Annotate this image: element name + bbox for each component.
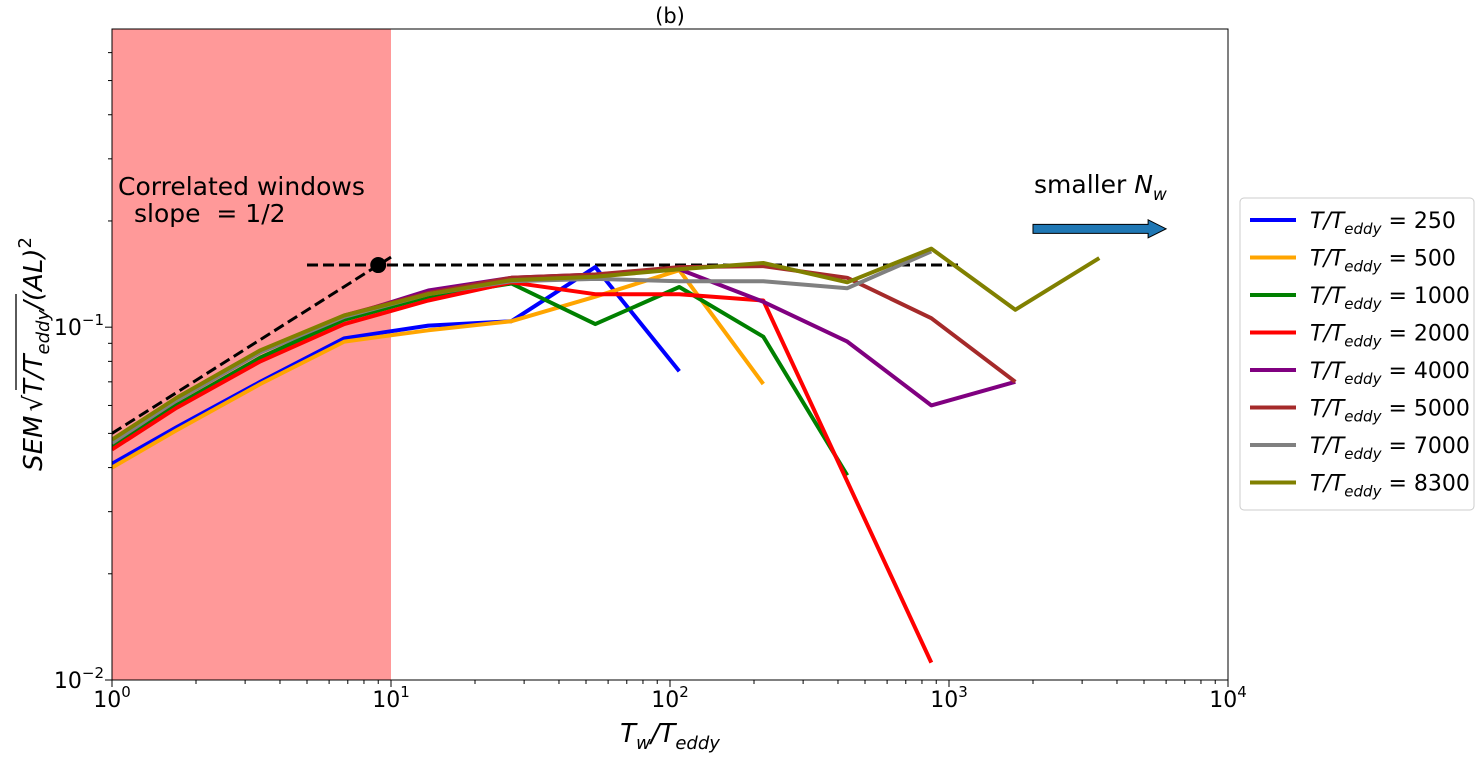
legend-label: T/Teddy = 7000 (1310, 434, 1470, 463)
x-tick-label: 100 (93, 683, 131, 713)
x-tick-label: 101 (372, 683, 410, 713)
legend-item: T/Teddy = 1000 (1250, 284, 1470, 313)
legend-item: T/Teddy = 2000 (1250, 322, 1470, 351)
legend: T/Teddy = 250 T/Teddy = 500 T/Teddy = 1000… (1239, 197, 1475, 511)
legend-item: T/Teddy = 4000 (1250, 359, 1470, 388)
axis-ticks (105, 52, 1229, 687)
legend-label: T/Teddy = 2000 (1310, 322, 1470, 351)
legend-items: T/Teddy = 250 T/Teddy = 500 T/Teddy = 1000… (1250, 209, 1470, 501)
y-tick-labels: 10−2 10−1 (54, 311, 104, 694)
smaller-nw-arrow (1032, 219, 1168, 239)
reference-line-slope-half (112, 255, 392, 435)
legend-item: T/Teddy = 500 (1250, 247, 1456, 276)
legend-item: T/Teddy = 8300 (1250, 472, 1470, 501)
plot-area (112, 29, 1101, 680)
legend-label: T/Teddy = 5000 (1310, 397, 1470, 426)
series-group (112, 246, 1101, 664)
legend-item: T/Teddy = 250 (1250, 209, 1456, 238)
reference-lines (112, 255, 961, 435)
legend-label: T/Teddy = 4000 (1310, 359, 1470, 388)
y-axis-label: SEM√T/Teddy/(AL)2 (15, 237, 54, 471)
legend-label: T/Teddy = 250 (1310, 209, 1456, 238)
y-tick-label: 10−2 (54, 664, 104, 694)
y-tick-label: 10−1 (54, 311, 104, 341)
legend-label: T/Teddy = 1000 (1310, 284, 1470, 313)
x-tick-label: 104 (1209, 683, 1247, 713)
series-line-7 (112, 246, 1101, 442)
slope-marker (370, 257, 387, 274)
svg-text:SEM√T/Teddy/(AL)2: SEM√T/Teddy/(AL)2 (15, 237, 54, 471)
smaller-nw-label: smaller Nw (1034, 170, 1167, 205)
legend-box (1239, 197, 1475, 511)
slope-label: slope = 1/2 (134, 199, 286, 228)
correlated-windows-label: Correlated windows (118, 172, 365, 201)
legend-label: T/Teddy = 8300 (1310, 472, 1470, 501)
x-tick-labels: 100 101 102 103 104 (93, 683, 1247, 713)
x-tick-label: 102 (651, 683, 689, 713)
x-axis-label: Tw/Teddy (620, 719, 720, 754)
chart-title: (b) (655, 4, 685, 28)
series-line-3 (112, 280, 934, 664)
legend-label: T/Teddy = 500 (1310, 247, 1456, 276)
legend-item: T/Teddy = 7000 (1250, 434, 1470, 463)
x-tick-label: 103 (930, 683, 968, 713)
legend-item: T/Teddy = 5000 (1250, 397, 1470, 426)
